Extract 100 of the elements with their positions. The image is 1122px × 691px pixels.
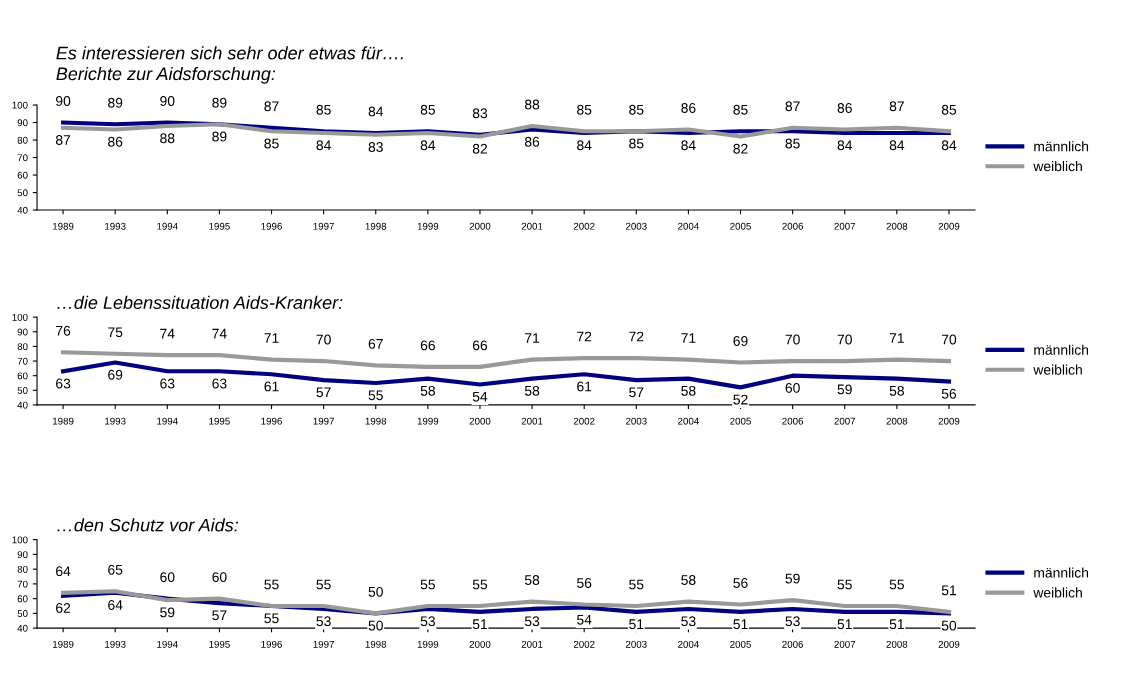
data-label: 83 bbox=[368, 142, 383, 152]
data-label: 58 bbox=[420, 385, 435, 396]
data-label: 71 bbox=[681, 333, 696, 343]
data-label: 53 bbox=[785, 616, 800, 627]
data-label: 57 bbox=[629, 387, 644, 398]
x-tick-label: 2000 bbox=[469, 222, 491, 230]
x-tick-label: 1997 bbox=[313, 640, 334, 648]
data-label: 88 bbox=[524, 99, 540, 110]
data-label: 59 bbox=[837, 384, 852, 395]
x-tick-label: 2005 bbox=[730, 222, 751, 230]
data-label: 85 bbox=[941, 104, 957, 115]
y-tick-label: 50 bbox=[17, 189, 28, 197]
data-label: 50 bbox=[368, 586, 383, 597]
x-tick-label: 1998 bbox=[365, 222, 387, 230]
x-tick-label: 2007 bbox=[834, 222, 856, 230]
x-tick-label: 2005 bbox=[730, 417, 751, 425]
data-label: 85 bbox=[785, 138, 800, 149]
data-label: 90 bbox=[160, 96, 175, 106]
legend-label: männlich bbox=[1034, 344, 1089, 355]
data-label: 71 bbox=[264, 333, 279, 343]
y-tick-label: 70 bbox=[17, 580, 28, 588]
data-label: 84 bbox=[941, 140, 957, 151]
data-label: 61 bbox=[264, 381, 279, 392]
legend-label: männlich bbox=[1034, 567, 1089, 578]
data-label: 55 bbox=[837, 579, 852, 590]
data-label: 74 bbox=[212, 328, 227, 339]
data-label: 55 bbox=[316, 579, 331, 590]
x-tick-label: 2000 bbox=[469, 640, 491, 648]
data-label: 58 bbox=[889, 385, 904, 396]
data-label: 53 bbox=[524, 616, 540, 627]
x-tick-label: 1995 bbox=[209, 417, 230, 425]
x-tick-label: 1997 bbox=[313, 417, 334, 425]
data-label: 89 bbox=[212, 131, 227, 142]
data-label: 86 bbox=[108, 136, 123, 147]
data-label: 64 bbox=[56, 566, 71, 577]
data-label: 85 bbox=[577, 104, 592, 115]
data-label: 51 bbox=[837, 619, 852, 630]
data-label: 85 bbox=[264, 138, 279, 149]
data-label: 75 bbox=[108, 327, 123, 338]
data-label: 86 bbox=[837, 103, 852, 113]
x-tick-label: 1995 bbox=[209, 640, 230, 648]
data-label: 56 bbox=[941, 388, 957, 399]
x-tick-label: 1989 bbox=[53, 417, 74, 425]
legend-label: weiblich bbox=[1033, 364, 1082, 375]
y-tick-label: 40 bbox=[17, 624, 28, 632]
x-tick-label: 2009 bbox=[938, 222, 960, 230]
y-tick-label: 60 bbox=[17, 171, 28, 179]
x-tick-label: 1999 bbox=[417, 417, 439, 425]
x-tick-label: 2003 bbox=[625, 417, 647, 425]
data-label: 58 bbox=[524, 575, 540, 585]
data-label: 69 bbox=[733, 336, 748, 346]
data-label: 54 bbox=[577, 614, 592, 625]
y-tick-label: 100 bbox=[12, 313, 28, 321]
x-tick-label: 1997 bbox=[313, 222, 334, 230]
data-label: 86 bbox=[524, 136, 540, 147]
data-label: 90 bbox=[56, 96, 71, 106]
data-label: 70 bbox=[316, 334, 331, 345]
data-label: 63 bbox=[212, 378, 227, 389]
data-label: 67 bbox=[368, 338, 383, 349]
chart-title: …die Lebenssituation Aids-Kranker: bbox=[57, 295, 343, 310]
data-label: 84 bbox=[420, 140, 436, 151]
x-tick-label: 1999 bbox=[417, 222, 439, 230]
data-label: 74 bbox=[160, 328, 175, 339]
data-label: 50 bbox=[941, 620, 957, 631]
y-tick-label: 100 bbox=[12, 101, 28, 109]
x-tick-label: 2008 bbox=[886, 222, 908, 230]
data-label: 71 bbox=[525, 333, 540, 343]
x-tick-label: 1996 bbox=[261, 222, 282, 230]
data-label: 63 bbox=[160, 378, 175, 389]
data-label: 89 bbox=[108, 97, 123, 108]
x-tick-label: 2008 bbox=[886, 640, 908, 648]
x-tick-label: 2006 bbox=[782, 417, 804, 425]
data-label: 82 bbox=[733, 143, 748, 154]
legend-label: weiblich bbox=[1033, 587, 1082, 598]
data-label: 55 bbox=[264, 579, 279, 590]
data-label: 56 bbox=[577, 578, 592, 588]
y-tick-label: 80 bbox=[17, 565, 28, 573]
data-label: 58 bbox=[681, 385, 696, 396]
data-label: 52 bbox=[733, 394, 748, 405]
data-label: 84 bbox=[316, 140, 331, 151]
x-tick-label: 1996 bbox=[261, 640, 282, 648]
data-label: 63 bbox=[56, 378, 71, 389]
data-label: 85 bbox=[629, 104, 644, 115]
data-label: 84 bbox=[577, 140, 592, 151]
y-tick-label: 70 bbox=[17, 357, 28, 365]
data-label: 55 bbox=[420, 579, 435, 590]
data-label: 76 bbox=[56, 325, 71, 336]
y-tick-label: 90 bbox=[17, 551, 28, 559]
data-label: 56 bbox=[733, 578, 748, 588]
data-label: 60 bbox=[160, 572, 175, 582]
data-label: 64 bbox=[108, 600, 123, 610]
data-label: 83 bbox=[472, 108, 488, 119]
data-label: 84 bbox=[837, 140, 853, 151]
x-tick-label: 2004 bbox=[678, 640, 699, 648]
data-label: 85 bbox=[629, 138, 644, 149]
legend-label: männlich bbox=[1034, 141, 1089, 152]
data-label: 70 bbox=[785, 334, 800, 345]
chart-subtitle: Berichte zur Aidsforschung: bbox=[56, 66, 276, 84]
y-tick-label: 40 bbox=[17, 401, 28, 409]
data-label: 70 bbox=[837, 334, 852, 345]
